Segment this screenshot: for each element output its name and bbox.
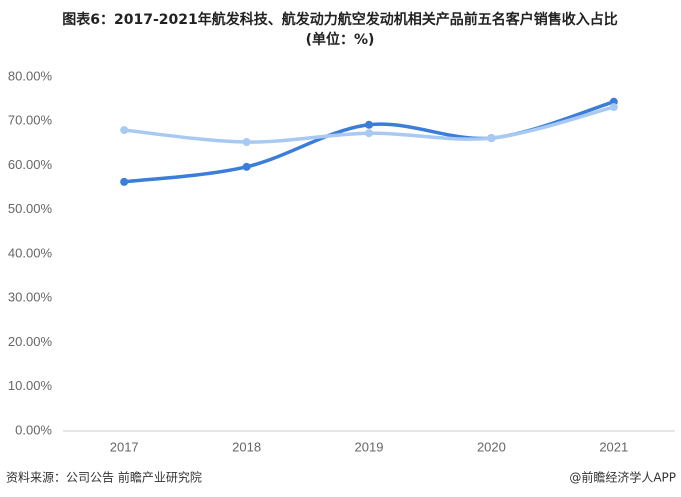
- x-tick-label: 2021: [599, 439, 628, 454]
- point: [487, 134, 496, 143]
- y-tick-label: 20.00%: [8, 334, 53, 349]
- y-tick-label: 0.00%: [15, 422, 52, 437]
- line: [123, 100, 615, 184]
- chart-subtitle: (单位：%): [306, 31, 375, 48]
- y-tick-label: 40.00%: [8, 245, 53, 260]
- point: [365, 129, 373, 138]
- x-tick-label: 2019: [355, 439, 384, 454]
- x-tick-label: 2020: [477, 439, 506, 454]
- chart-title: 图表6：2017-2021年航发科技、航发动力航空发动机相关产品前五名客户销售收…: [62, 11, 617, 28]
- point: [365, 120, 373, 129]
- credit: @前瞻经济学人APP: [569, 470, 676, 485]
- y-tick-label: 50.00%: [8, 201, 53, 216]
- point: [609, 103, 618, 112]
- x-tick-label: 2018: [232, 439, 261, 454]
- x-tick-label: 2017: [110, 439, 139, 454]
- point: [242, 162, 251, 171]
- y-tick-label: 30.00%: [8, 290, 53, 305]
- source: 资料来源：公司公告 前瞻产业研究院: [6, 470, 202, 485]
- point: [120, 126, 129, 135]
- y-tick-label: 70.00%: [8, 113, 53, 128]
- y-tick-label: 10.00%: [8, 378, 53, 393]
- point: [120, 177, 129, 186]
- point: [242, 138, 251, 147]
- y-tick-label: 80.00%: [8, 68, 53, 83]
- y-tick-label: 60.00%: [8, 157, 53, 172]
